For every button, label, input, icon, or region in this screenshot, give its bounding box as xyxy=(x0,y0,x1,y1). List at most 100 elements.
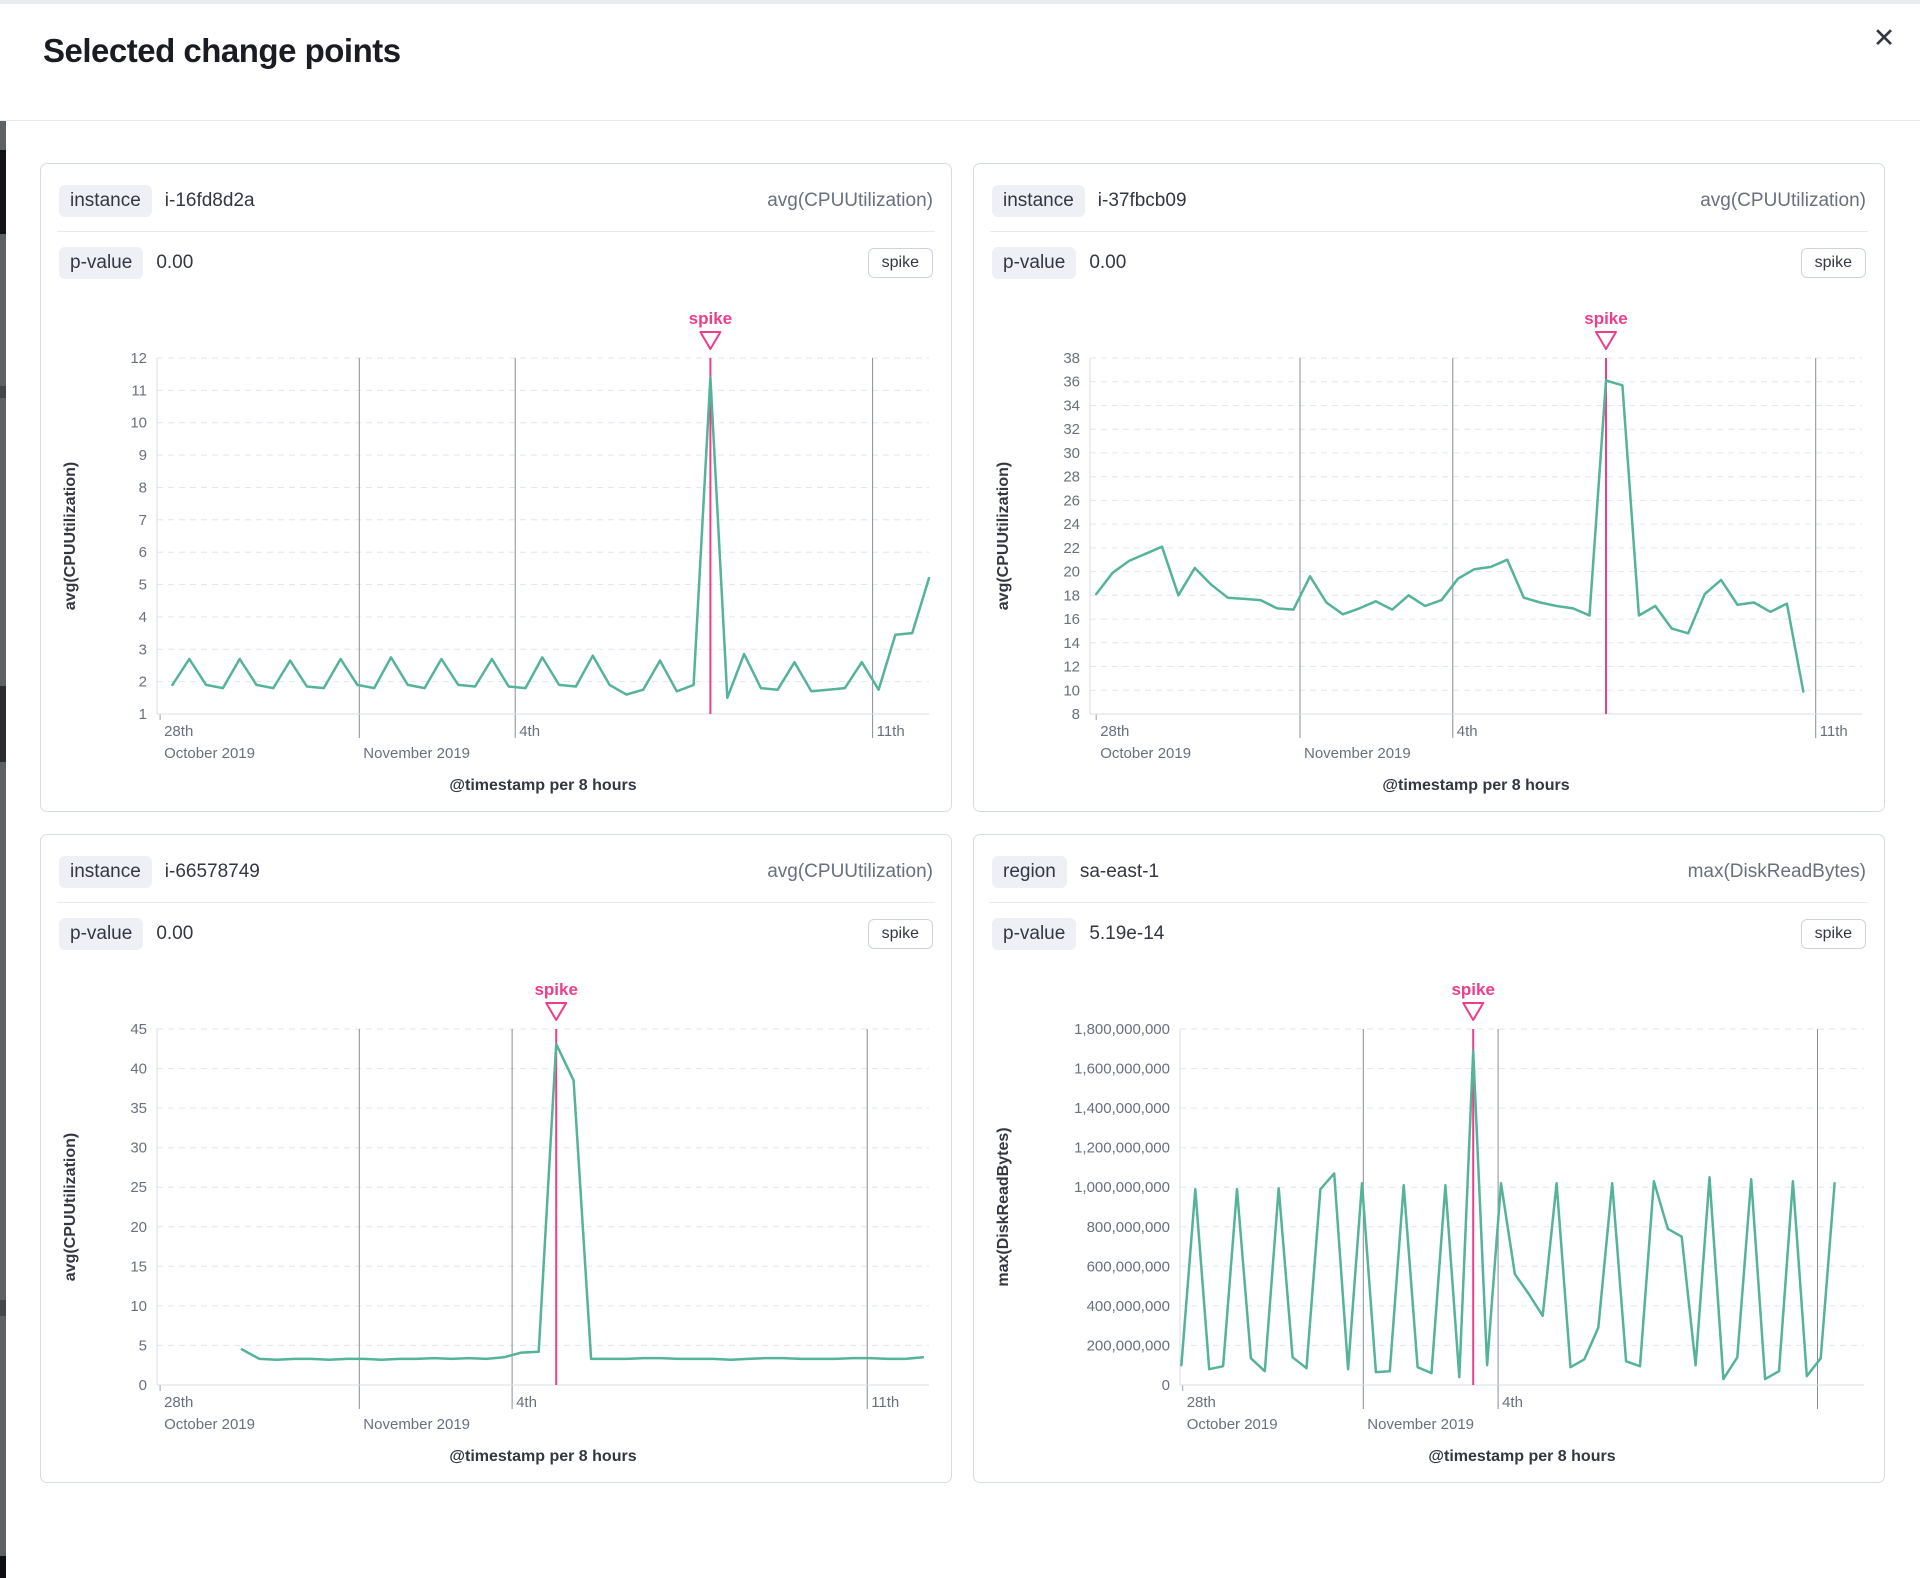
svg-text:1: 1 xyxy=(139,706,147,723)
svg-text:October 2019: October 2019 xyxy=(164,1416,255,1433)
svg-text:16: 16 xyxy=(1063,611,1080,628)
svg-text:max(DiskReadBytes): max(DiskReadBytes) xyxy=(995,1127,1012,1286)
panel-header: region sa-east-1 max(DiskReadBytes) xyxy=(990,851,1868,903)
svg-text:11th: 11th xyxy=(877,723,905,740)
change-point-chart: 8 10 12 14 16 18 20 22 24 26 28 30 32 34 36 38 28th Octob… xyxy=(995,309,1862,794)
svg-text:22: 22 xyxy=(1063,540,1080,557)
svg-text:1,800,000,000: 1,800,000,000 xyxy=(1074,1021,1170,1038)
svg-text:October 2019: October 2019 xyxy=(1100,745,1191,762)
p-value: 0.00 xyxy=(1089,252,1127,273)
metric-label: avg(CPUUtilization) xyxy=(767,861,933,882)
svg-text:8: 8 xyxy=(1072,706,1080,723)
svg-text:28th: 28th xyxy=(1187,1394,1216,1411)
metric-label: avg(CPUUtilization) xyxy=(1700,190,1866,211)
svg-text:@timestamp per 8 hours: @timestamp per 8 hours xyxy=(1428,1448,1615,1465)
svg-text:November 2019: November 2019 xyxy=(1304,745,1411,762)
svg-text:November 2019: November 2019 xyxy=(363,1416,470,1433)
svg-text:November 2019: November 2019 xyxy=(363,745,470,762)
p-value: 0.00 xyxy=(156,923,194,944)
svg-text:800,000,000: 800,000,000 xyxy=(1087,1219,1170,1236)
svg-text:200,000,000: 200,000,000 xyxy=(1087,1337,1170,1354)
field-name-badge: instance xyxy=(992,185,1085,217)
svg-text:28: 28 xyxy=(1063,469,1080,486)
svg-text:28th: 28th xyxy=(1100,723,1129,740)
close-icon[interactable]: ✕ xyxy=(1864,18,1904,58)
change-point-grid: instance i-16fd8d2a avg(CPUUtilization) … xyxy=(40,163,1885,1483)
modal-title: Selected change points xyxy=(43,32,401,69)
field-value: i-16fd8d2a xyxy=(164,190,255,211)
svg-text:@timestamp per 8 hours: @timestamp per 8 hours xyxy=(1382,777,1569,794)
svg-text:avg(CPUUtilization): avg(CPUUtilization) xyxy=(62,1133,79,1281)
svg-text:0: 0 xyxy=(1162,1377,1170,1394)
svg-text:spike: spike xyxy=(1584,309,1627,328)
svg-text:4: 4 xyxy=(139,609,147,626)
svg-text:9: 9 xyxy=(139,447,147,464)
panel-header: instance i-66578749 avg(CPUUtilization) xyxy=(57,851,935,903)
background-page-edge xyxy=(0,46,6,1578)
field-name-badge: region xyxy=(992,856,1067,888)
svg-text:4th: 4th xyxy=(519,723,540,740)
change-point-chart: 0 200,000,000 400,000,000 600,000,000 800,00… xyxy=(995,980,1864,1465)
svg-text:3: 3 xyxy=(139,641,147,658)
svg-text:26: 26 xyxy=(1063,492,1080,509)
svg-text:35: 35 xyxy=(130,1100,147,1117)
svg-text:October 2019: October 2019 xyxy=(164,745,255,762)
svg-text:30: 30 xyxy=(130,1140,147,1157)
svg-text:28th: 28th xyxy=(164,1394,193,1411)
modal-header: Selected change points ✕ xyxy=(0,4,1920,121)
svg-text:18: 18 xyxy=(1063,587,1080,604)
svg-text:32: 32 xyxy=(1063,421,1080,438)
svg-text:24: 24 xyxy=(1063,516,1080,533)
svg-text:15: 15 xyxy=(130,1258,147,1275)
metric-label: avg(CPUUtilization) xyxy=(767,190,933,211)
p-value: 5.19e-14 xyxy=(1089,923,1165,944)
svg-text:4th: 4th xyxy=(516,1394,537,1411)
svg-text:5: 5 xyxy=(139,1337,147,1354)
svg-text:spike: spike xyxy=(1451,980,1494,999)
svg-text:25: 25 xyxy=(130,1179,147,1196)
svg-text:avg(CPUUtilization): avg(CPUUtilization) xyxy=(62,462,79,610)
svg-text:10: 10 xyxy=(130,415,147,432)
svg-text:4th: 4th xyxy=(1502,1394,1523,1411)
svg-text:October 2019: October 2019 xyxy=(1187,1416,1278,1433)
change-point-chart: 0 5 10 15 20 25 30 35 40 45 28th October 2019 Novemb… xyxy=(62,980,929,1465)
panel-header: instance i-16fd8d2a avg(CPUUtilization) xyxy=(57,180,935,232)
svg-text:1,600,000,000: 1,600,000,000 xyxy=(1074,1061,1170,1078)
panel-subheader: p-value 0.00 spike xyxy=(990,246,1868,280)
svg-text:28th: 28th xyxy=(164,723,193,740)
svg-text:@timestamp per 8 hours: @timestamp per 8 hours xyxy=(449,777,636,794)
svg-text:12: 12 xyxy=(1063,659,1080,676)
svg-text:1,200,000,000: 1,200,000,000 xyxy=(1074,1140,1170,1157)
svg-text:11th: 11th xyxy=(871,1394,899,1411)
svg-text:11: 11 xyxy=(131,382,147,399)
change-type-badge: spike xyxy=(867,919,933,949)
svg-text:11th: 11th xyxy=(1820,723,1848,740)
panel-header: instance i-37fbcb09 avg(CPUUtilization) xyxy=(990,180,1868,232)
svg-text:20: 20 xyxy=(1063,564,1080,581)
change-point-panel: instance i-16fd8d2a avg(CPUUtilization) … xyxy=(40,163,952,812)
svg-text:12: 12 xyxy=(130,350,147,367)
svg-text:@timestamp per 8 hours: @timestamp per 8 hours xyxy=(449,1448,636,1465)
svg-text:2: 2 xyxy=(139,674,147,691)
svg-text:38: 38 xyxy=(1063,350,1080,367)
svg-text:November 2019: November 2019 xyxy=(1367,1416,1474,1433)
field-name-badge: instance xyxy=(59,185,152,217)
svg-text:8: 8 xyxy=(139,480,147,497)
change-point-panel: instance i-37fbcb09 avg(CPUUtilization) … xyxy=(973,163,1885,812)
svg-text:600,000,000: 600,000,000 xyxy=(1087,1258,1170,1275)
svg-text:4th: 4th xyxy=(1457,723,1478,740)
page-top-border xyxy=(0,0,1920,4)
p-value-badge: p-value xyxy=(59,247,144,279)
svg-text:40: 40 xyxy=(130,1061,147,1078)
change-point-panel: instance i-66578749 avg(CPUUtilization) … xyxy=(40,834,952,1483)
change-type-badge: spike xyxy=(1800,248,1866,278)
panel-subheader: p-value 0.00 spike xyxy=(57,246,935,280)
svg-text:45: 45 xyxy=(130,1021,147,1038)
field-value: sa-east-1 xyxy=(1079,861,1160,882)
svg-text:avg(CPUUtilization): avg(CPUUtilization) xyxy=(995,462,1012,610)
svg-text:1,000,000,000: 1,000,000,000 xyxy=(1074,1179,1170,1196)
change-type-badge: spike xyxy=(1800,919,1866,949)
p-value: 0.00 xyxy=(156,252,194,273)
panel-subheader: p-value 5.19e-14 spike xyxy=(990,917,1868,951)
field-value: i-37fbcb09 xyxy=(1097,190,1187,211)
